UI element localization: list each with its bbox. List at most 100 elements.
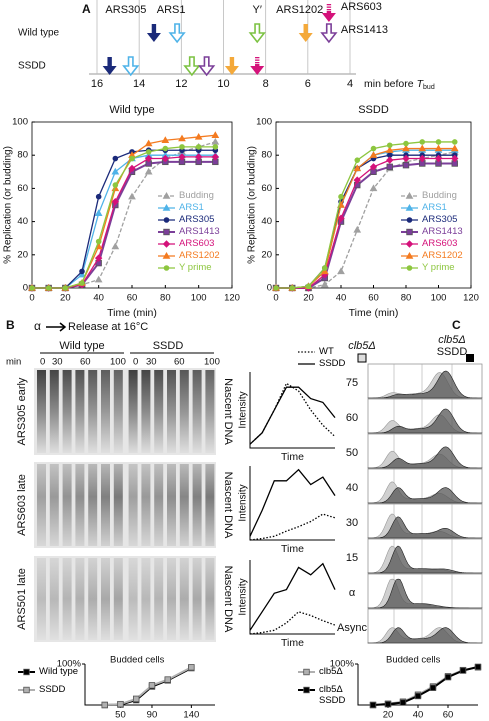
axis-line xyxy=(249,560,335,635)
point xyxy=(444,673,452,681)
point xyxy=(403,140,409,147)
x-tick-label: 60 xyxy=(443,710,454,721)
legend-label: Y prime xyxy=(179,262,212,273)
legend-label: ARS603 xyxy=(422,238,458,249)
histogram-row-label: 50 xyxy=(346,447,358,459)
histogram-row-label: Async xyxy=(337,622,367,634)
point xyxy=(386,156,394,164)
arrow-marker xyxy=(168,23,186,44)
gel-lane xyxy=(205,558,215,640)
x-axis-label: Time xyxy=(281,637,304,649)
histogram-clb5-ssdd xyxy=(367,370,483,399)
marker-label: ARS1 xyxy=(157,4,186,16)
gel-lane xyxy=(88,370,98,453)
x-axis-label: Time (min) xyxy=(107,307,157,319)
arrow-marker xyxy=(320,23,338,44)
legend-marker xyxy=(405,203,414,211)
gel-lane xyxy=(49,370,59,453)
x-tick-label: 120 xyxy=(463,293,479,304)
point xyxy=(305,283,312,290)
gel-side-label: Nascent DNA xyxy=(222,472,234,539)
legend-label: ARS1202 xyxy=(422,250,463,261)
legend-label: Wild type xyxy=(39,666,79,677)
series-line xyxy=(249,468,336,537)
point xyxy=(434,144,443,152)
gel-lane xyxy=(62,558,72,640)
y-tick-label: 0 xyxy=(267,283,272,294)
y-tick-label: 40 xyxy=(261,216,272,227)
x-tick-label: 0 xyxy=(29,293,34,304)
x-tick-label: 10 xyxy=(217,78,229,90)
y-tick-label: 20 xyxy=(17,249,28,260)
gel-lane-label: 60 xyxy=(80,357,91,368)
point xyxy=(384,700,392,708)
panel-label: C xyxy=(452,318,461,332)
gel-lane xyxy=(128,464,138,546)
gel-lane xyxy=(128,370,138,453)
arrow-stripe xyxy=(326,9,332,11)
point xyxy=(94,254,103,262)
point xyxy=(78,270,86,278)
chart-title: Wild type xyxy=(109,104,154,116)
point xyxy=(144,167,153,175)
legend-marker xyxy=(405,251,414,259)
x-tick-label: 100 xyxy=(191,293,207,304)
gel-row-label: ARS603 late xyxy=(16,474,28,536)
y-axis-label: % Replication (or budding) xyxy=(247,146,258,264)
point xyxy=(101,701,108,709)
point xyxy=(45,285,52,291)
legend-marker xyxy=(406,228,413,236)
point xyxy=(79,280,85,286)
arrow-marker xyxy=(146,24,161,42)
gel-lane-label: 30 xyxy=(146,357,157,368)
histogram-clb5-ssdd xyxy=(367,408,483,434)
gel-lane-label: 30 xyxy=(52,357,63,368)
gel-side-label: Nascent DNA xyxy=(222,378,234,445)
legend-marker xyxy=(162,203,171,211)
gel-lane xyxy=(128,558,138,640)
histogram-clb5-ssdd xyxy=(367,578,483,609)
histogram-clb5-ssdd xyxy=(367,487,483,504)
point xyxy=(62,285,69,291)
point xyxy=(474,663,482,671)
y-axis-label: Intensity xyxy=(238,484,249,521)
strain-label: SSDD xyxy=(437,346,468,358)
axis-line xyxy=(84,664,215,706)
legend-label: ARS1 xyxy=(179,202,204,213)
gel-lane xyxy=(141,464,151,546)
series-line xyxy=(249,382,336,445)
point xyxy=(386,163,393,171)
legend-label: ARS1202 xyxy=(179,250,220,261)
legend-label: ARS305 xyxy=(179,214,215,225)
y-tick-label: 100% xyxy=(330,659,355,670)
legend-label: Y prime xyxy=(422,262,455,273)
point xyxy=(112,155,119,162)
gel-lane xyxy=(37,558,46,640)
legend-marker xyxy=(406,217,413,223)
x-tick-label: 4 xyxy=(347,78,353,90)
point xyxy=(399,699,407,706)
legend-marker xyxy=(405,240,414,248)
marker-label: ARS603 xyxy=(341,1,382,13)
x-tick-label: 60 xyxy=(127,293,138,304)
gel-lane xyxy=(49,558,59,640)
arrow-marker xyxy=(248,23,266,44)
legend-label: ARS603 xyxy=(179,238,215,249)
point xyxy=(144,139,153,147)
gel-lane xyxy=(37,370,46,453)
arrow-stripe xyxy=(255,59,260,61)
x-tick-label: 20 xyxy=(303,293,314,304)
legend-marker xyxy=(163,265,170,271)
series-line xyxy=(249,611,336,635)
gel-lane-label: 100 xyxy=(110,357,126,368)
marker-label: ARS1413 xyxy=(341,24,388,36)
x-tick-label: 20 xyxy=(60,293,71,304)
point xyxy=(111,242,120,250)
point xyxy=(369,151,378,158)
point xyxy=(418,154,426,163)
point xyxy=(385,146,394,153)
gel-lane xyxy=(192,464,202,546)
gel-lane xyxy=(101,558,110,640)
